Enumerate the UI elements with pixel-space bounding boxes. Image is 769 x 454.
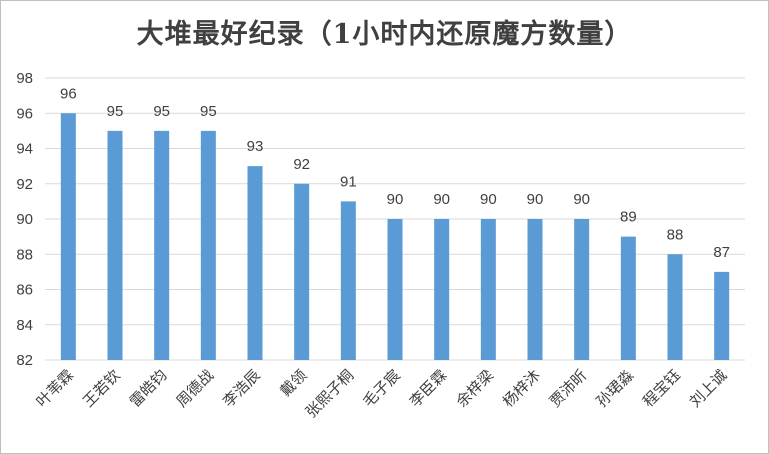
data-label: 87 — [713, 244, 730, 261]
y-tick-label: 82 — [16, 352, 33, 369]
data-label: 93 — [247, 138, 264, 155]
bar — [620, 236, 636, 360]
bar — [387, 219, 403, 360]
data-label: 96 — [60, 85, 77, 102]
x-tick-label: 孙珺淼 — [593, 366, 638, 411]
data-label: 90 — [527, 191, 544, 208]
x-tick-label: 贾沛昕 — [546, 366, 591, 411]
y-tick-label: 90 — [16, 211, 33, 228]
bar — [667, 254, 683, 360]
data-label: 90 — [433, 191, 450, 208]
x-tick-label: 张熙子桐 — [302, 366, 357, 421]
bar — [340, 201, 356, 360]
x-tick-label: 王若钦 — [79, 366, 124, 411]
y-tick-label: 84 — [16, 317, 33, 334]
x-tick-label: 杨梓沐 — [499, 366, 544, 411]
data-label: 95 — [200, 103, 217, 120]
bar — [107, 130, 123, 360]
x-tick-label: 余梓梁 — [453, 366, 498, 411]
bar — [574, 219, 590, 360]
data-label: 92 — [293, 156, 310, 173]
bar — [434, 219, 450, 360]
x-tick-label: 叶苇霖 — [33, 366, 78, 411]
y-tick-label: 94 — [16, 141, 33, 158]
x-tick-label: 毛子宸 — [359, 366, 404, 411]
bar — [294, 183, 310, 360]
bar — [60, 113, 76, 360]
x-tick-label: 戴领 — [277, 366, 311, 400]
bar — [200, 130, 216, 360]
bar — [714, 271, 730, 360]
x-tick-label: 雷皓钧 — [126, 366, 171, 411]
data-label: 89 — [620, 209, 637, 226]
y-tick-label: 98 — [16, 70, 33, 87]
y-tick-label: 88 — [16, 246, 33, 263]
data-label: 95 — [107, 103, 124, 120]
bar — [480, 219, 496, 360]
data-label: 91 — [340, 173, 357, 190]
y-tick-label: 86 — [16, 282, 33, 299]
data-label: 90 — [573, 191, 590, 208]
bar — [247, 166, 263, 360]
bar — [154, 130, 170, 360]
x-tick-label: 李臣霖 — [406, 366, 451, 411]
data-label: 88 — [667, 226, 684, 243]
data-label: 90 — [387, 191, 404, 208]
x-tick-label: 刘上诚 — [686, 366, 731, 411]
y-tick-label: 96 — [16, 105, 33, 122]
data-label: 90 — [480, 191, 497, 208]
bar — [527, 219, 543, 360]
x-tick-label: 李浩辰 — [219, 366, 264, 411]
y-tick-label: 92 — [16, 176, 33, 193]
x-tick-label: 周德战 — [173, 366, 218, 411]
chart-title: 大堆最好纪录（1小时内还原魔方数量） — [136, 19, 633, 50]
data-label: 95 — [153, 103, 170, 120]
x-tick-label: 程宝钰 — [639, 366, 684, 411]
